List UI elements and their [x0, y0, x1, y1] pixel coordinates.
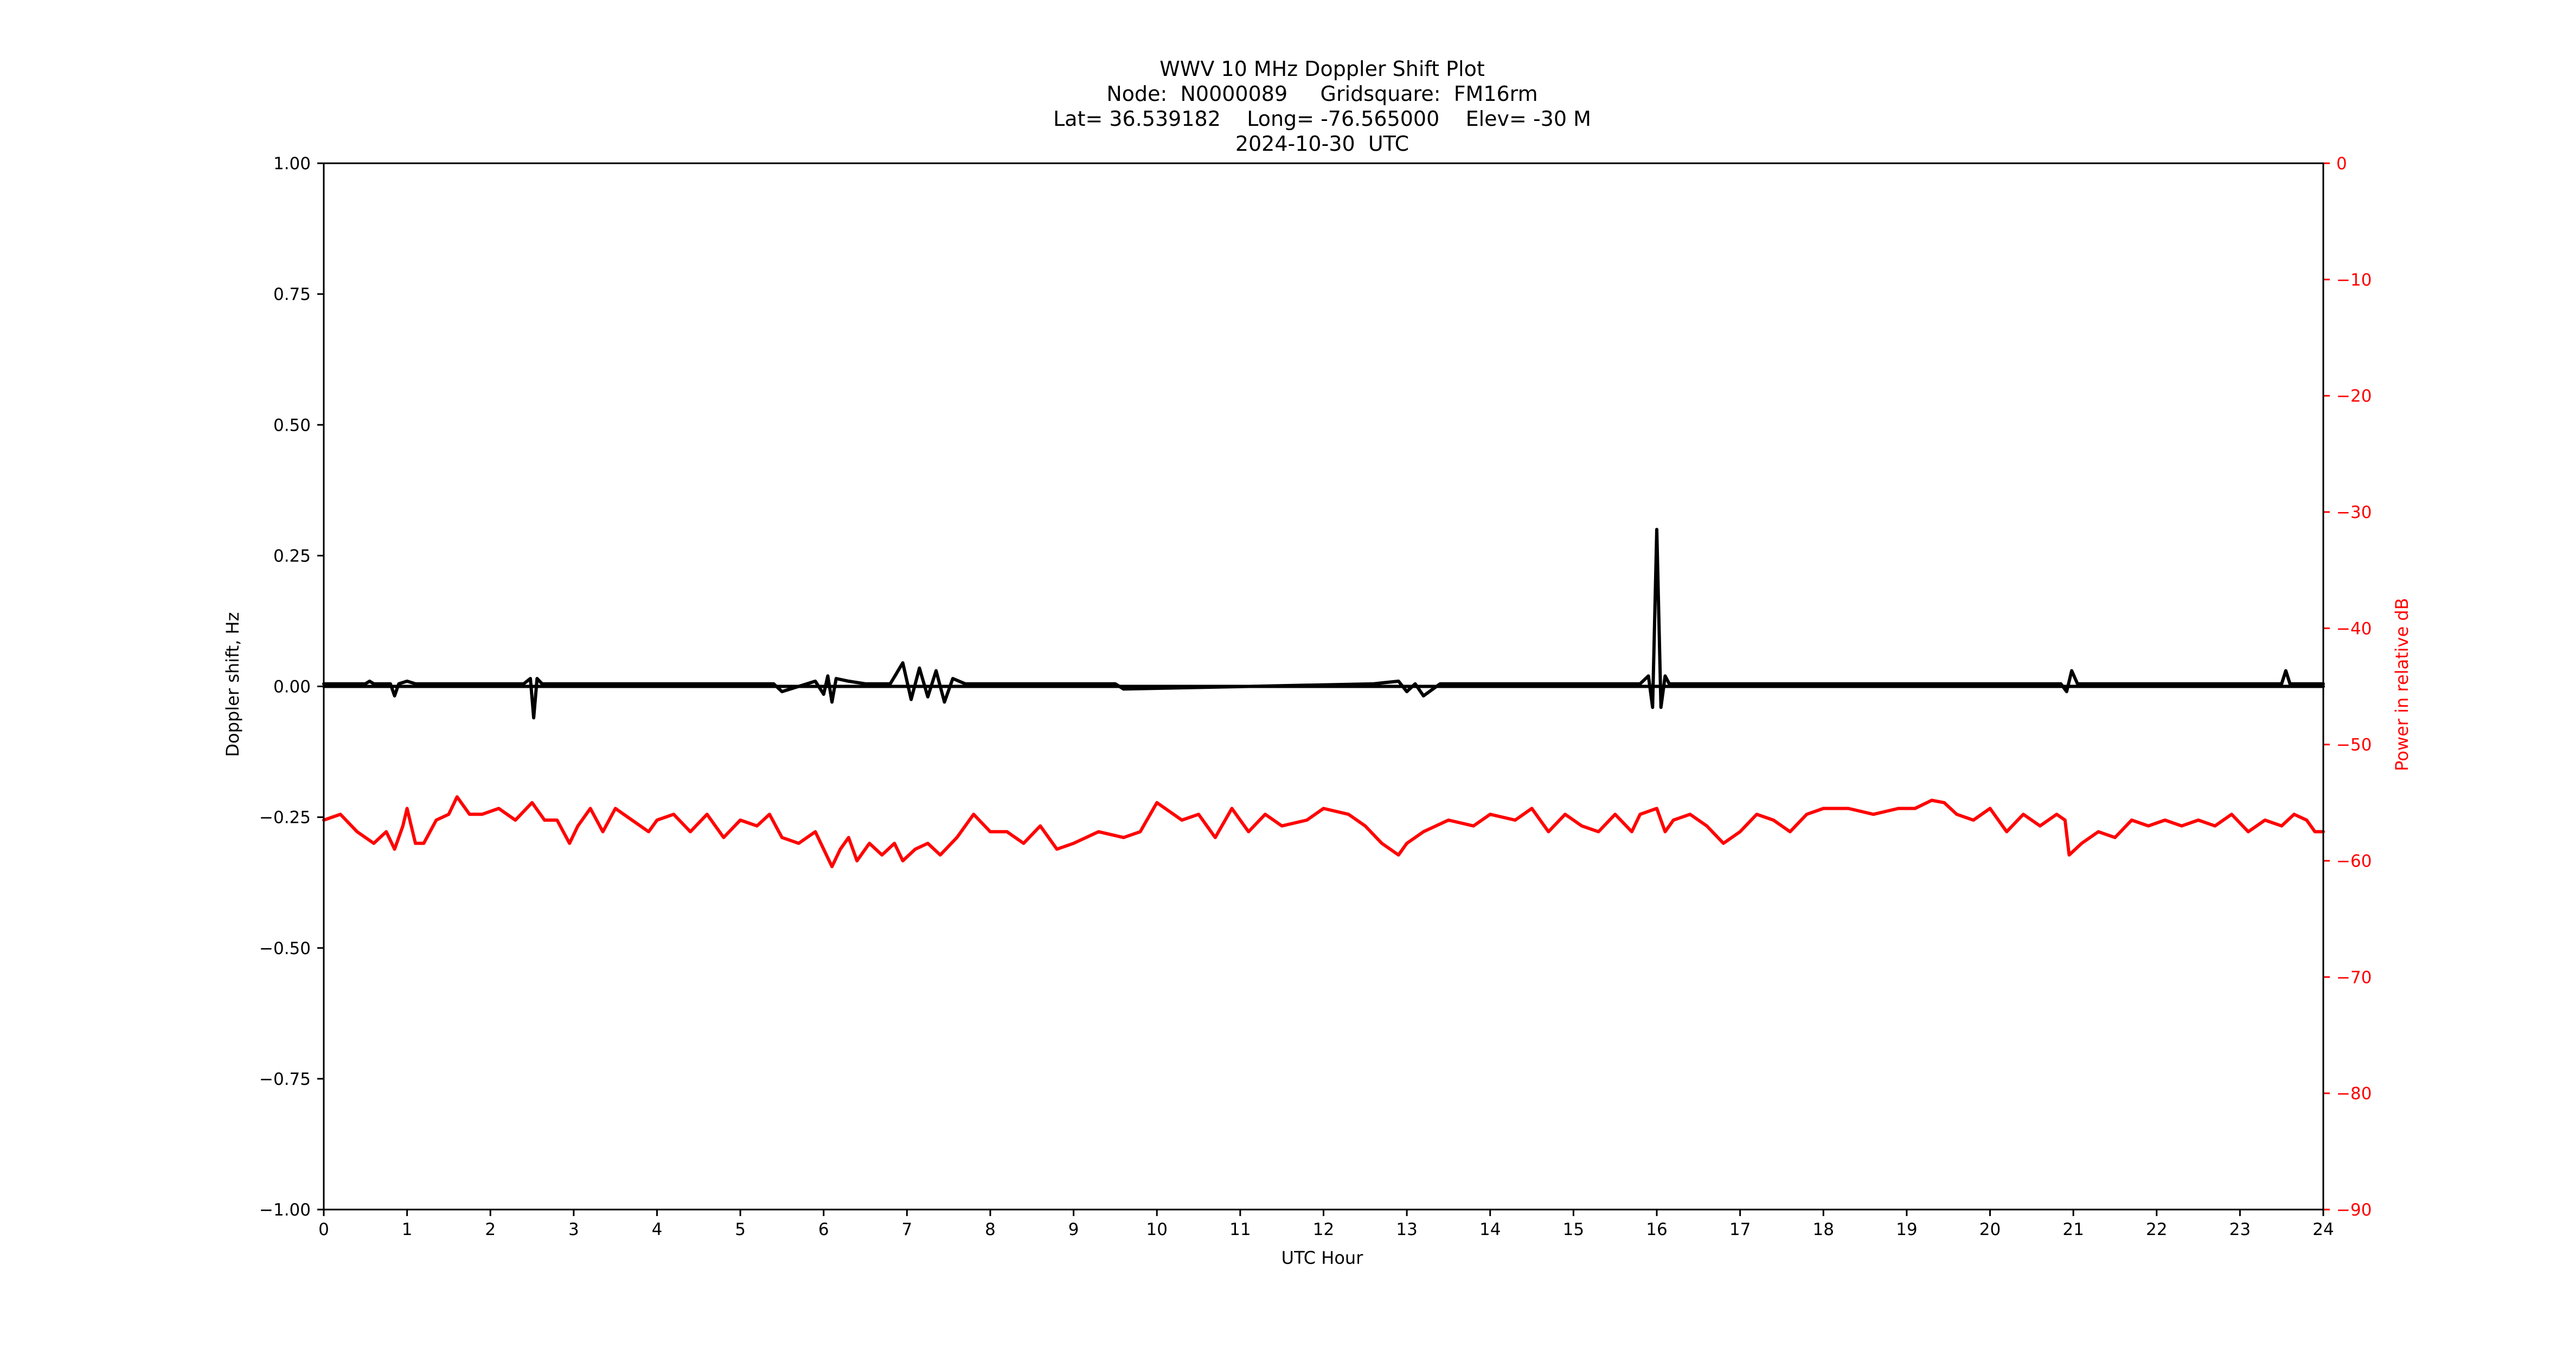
x-tick-label: 12	[1313, 1220, 1334, 1239]
x-tick-label: 21	[2062, 1220, 2084, 1239]
y-left-tick-label: 0.25	[273, 546, 311, 566]
y-left-tick-label: 0.75	[273, 285, 311, 304]
y-left-tick-label: 0.00	[273, 677, 311, 697]
power-line-2	[322, 795, 2325, 868]
x-tick-label: 5	[735, 1220, 746, 1239]
y-left-tick-label: −0.75	[259, 1070, 311, 1089]
y-right-tick-label: −50	[2336, 735, 2372, 755]
y-right-tick-label: −20	[2336, 387, 2372, 406]
y-left-tick-label: −0.25	[259, 808, 311, 828]
series-layer	[322, 528, 2325, 868]
chart-title: WWV 10 MHz Doppler Shift Plot Node: N000…	[1053, 57, 1591, 156]
y-right-tick-label: −80	[2336, 1084, 2372, 1104]
y-right-tick-label: 0	[2336, 154, 2347, 174]
x-axis-label: UTC Hour	[1281, 1248, 1364, 1268]
x-tick-label: 11	[1229, 1220, 1251, 1239]
y-left-tick-label: 0.50	[273, 415, 311, 435]
x-tick-label: 1	[402, 1220, 413, 1239]
chart-title-line-4: 2024-10-30 UTC	[1235, 132, 1409, 156]
x-tick-label: 13	[1396, 1220, 1417, 1239]
y-left-tick-label: −1.00	[259, 1200, 311, 1220]
x-tick-label: 14	[1479, 1220, 1501, 1239]
chart-title-line-2: Node: N0000089 Gridsquare: FM16rm	[1106, 82, 1537, 106]
x-tick-label: 0	[318, 1220, 329, 1239]
x-tick-label: 18	[1813, 1220, 1834, 1239]
y-right-tick-label: −10	[2336, 270, 2372, 290]
y-right-tick-label: −40	[2336, 619, 2372, 638]
x-tick-label: 7	[902, 1220, 913, 1239]
x-tick-label: 16	[1646, 1220, 1667, 1239]
x-tick-label: 17	[1729, 1220, 1751, 1239]
y-axis-left-ticks: 1.00 0.75 0.50 0.25 0.00 −0.25 −0.50 −0.75 −1.00	[259, 154, 324, 1220]
x-tick-label: 6	[818, 1220, 829, 1239]
x-tick-label: 20	[1979, 1220, 2001, 1239]
y-right-tick-label: −60	[2336, 852, 2372, 871]
x-tick-label: 8	[985, 1220, 996, 1239]
x-tick-label: 9	[1068, 1220, 1079, 1239]
plot-area-frame	[323, 162, 2324, 1211]
x-tick-label: 4	[652, 1220, 663, 1239]
y-axis-left-label: Doppler shift, Hz	[222, 612, 243, 757]
chart-title-line-3: Lat= 36.539182 Long= -76.565000 Elev= -3…	[1053, 107, 1591, 131]
x-tick-label: 10	[1146, 1220, 1168, 1239]
x-tick-label: 3	[568, 1220, 579, 1239]
x-tick-label: 23	[2229, 1220, 2251, 1239]
y-axis-right-ticks: 0 −10 −20 −30 −40 −50 −60 −70 −80 −90	[2323, 154, 2372, 1220]
y-right-tick-label: −70	[2336, 968, 2372, 987]
y-right-tick-label: −30	[2336, 503, 2372, 522]
x-tick-label: 22	[2146, 1220, 2167, 1239]
x-tick-label: 24	[2312, 1220, 2334, 1239]
y-right-tick-label: −90	[2336, 1200, 2372, 1220]
x-tick-label: 15	[1563, 1220, 1584, 1239]
y-axis-right-label: Power in relative dB	[2392, 598, 2412, 771]
y-left-tick-label: 1.00	[273, 154, 311, 174]
y-left-tick-label: −0.50	[259, 939, 311, 958]
chart-title-line-1: WWV 10 MHz Doppler Shift Plot	[1159, 57, 1485, 81]
doppler-line-0	[322, 528, 2325, 720]
x-tick-label: 19	[1896, 1220, 1917, 1239]
x-tick-label: 2	[485, 1220, 496, 1239]
x-axis-ticks: 0 1 2 3 4 5 6 7 8 9 10 11 12 13 14 15 16 17 18 19 20 21 22 23 24	[318, 1210, 2334, 1239]
